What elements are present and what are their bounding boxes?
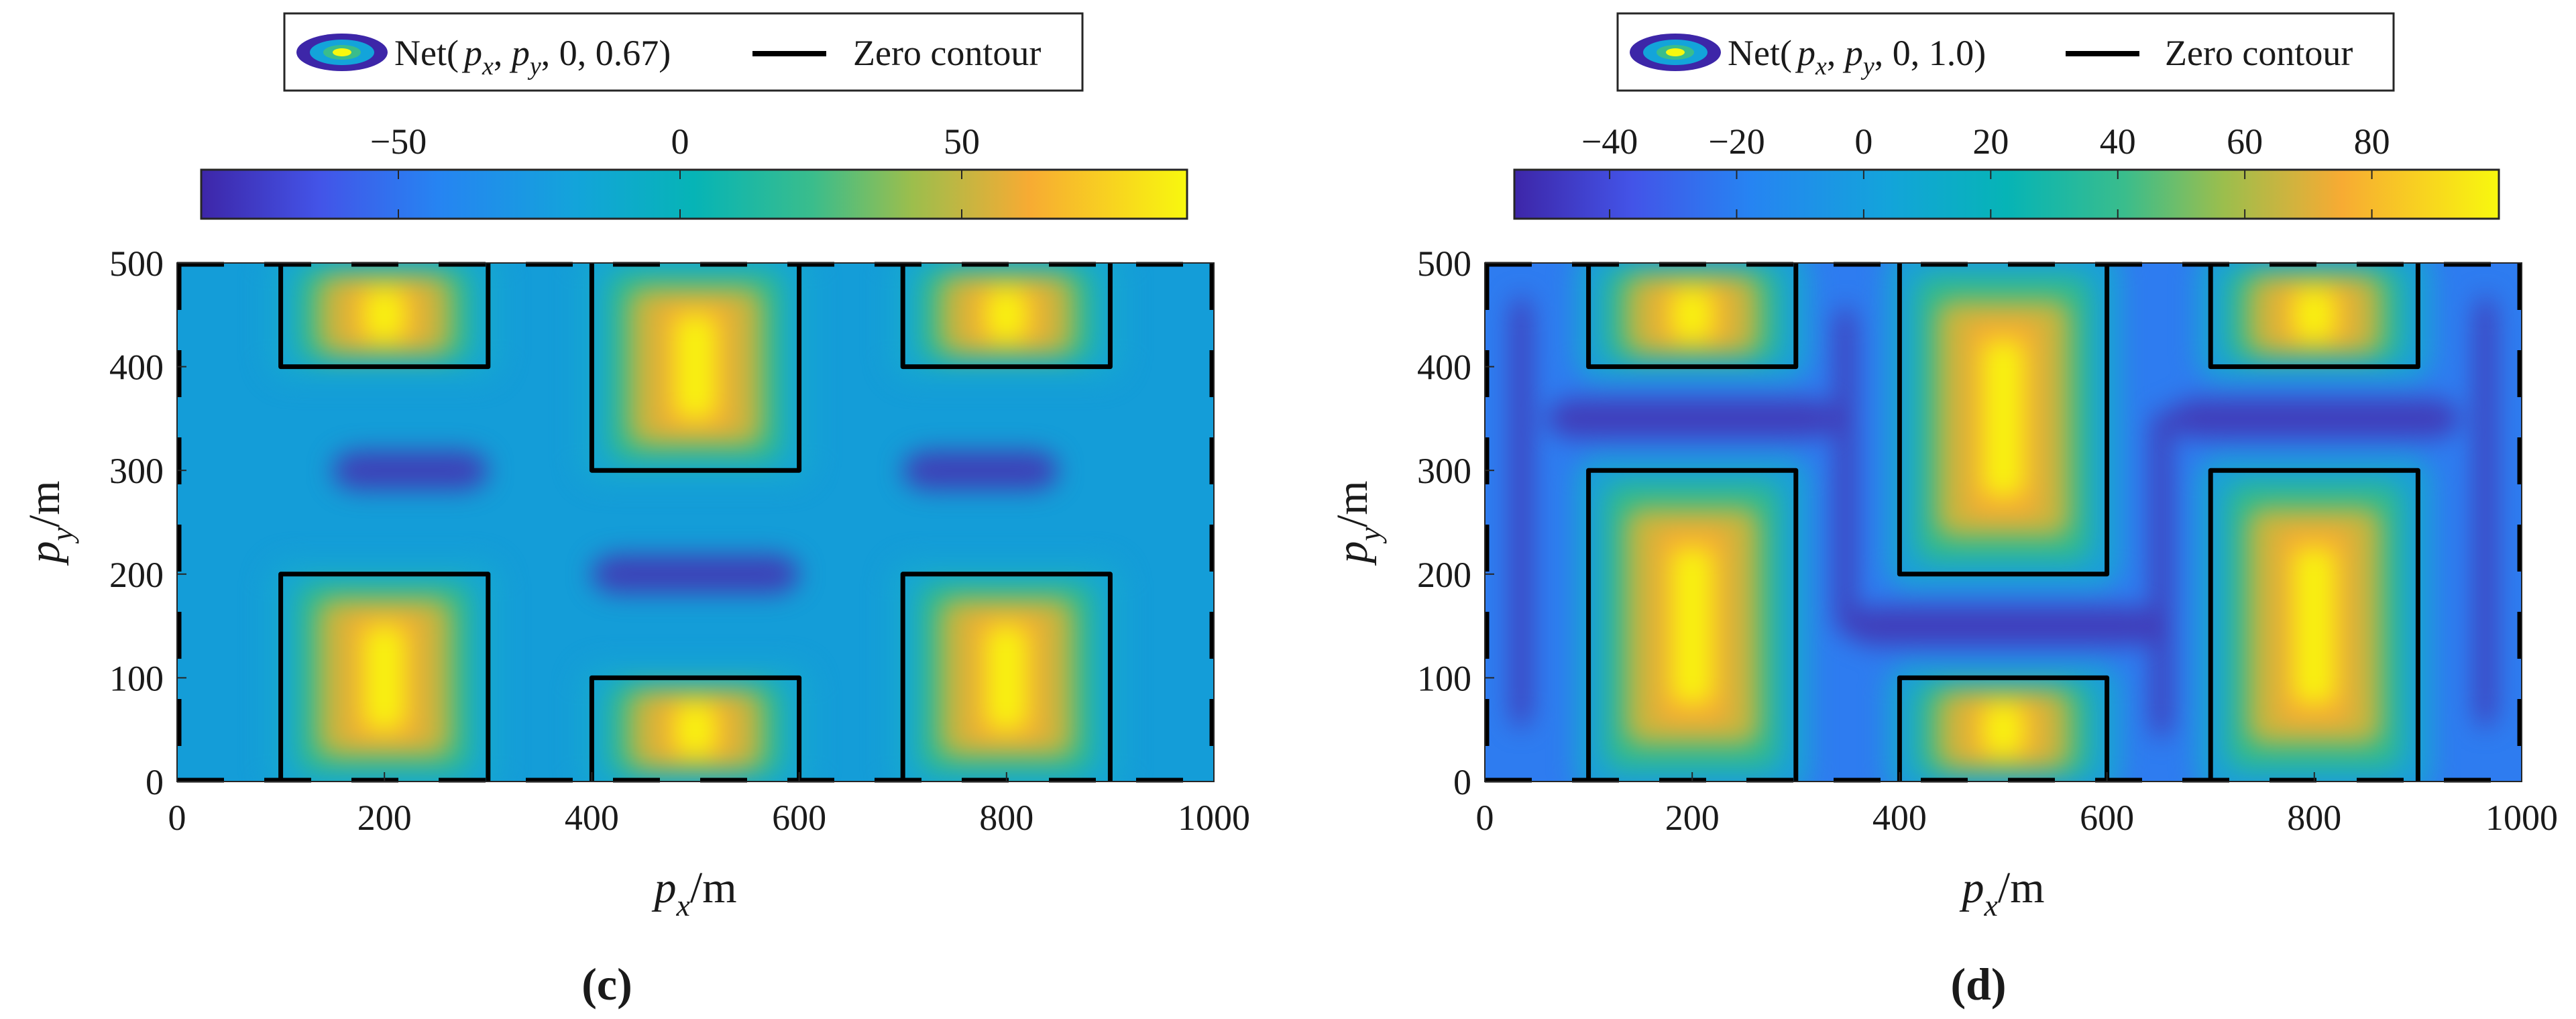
y-tick-label: 400 <box>109 347 164 388</box>
y-tick-label: 100 <box>109 658 164 698</box>
zero-contour <box>278 572 491 782</box>
legend-contour-label: Zero contour <box>2165 33 2353 73</box>
zero-contour <box>1897 675 2110 782</box>
legend-series-label: Net(px, py, 0, 0.67) <box>394 33 671 81</box>
colorbar-tick-label: 80 <box>2354 121 2390 162</box>
y-tick-label: 100 <box>1417 658 1471 698</box>
colorbar-c: −50 0 50 <box>200 121 1188 220</box>
axes-box <box>1484 262 2522 782</box>
heat-peak <box>363 288 406 341</box>
x-tick-label: 400 <box>1872 798 1927 838</box>
y-tick-label: 200 <box>1417 555 1471 595</box>
heat-peak <box>1982 704 2024 756</box>
x-axis-label: px/m <box>651 863 736 922</box>
panel-label-d: (d) <box>1950 959 2006 1010</box>
x-tick-label: 600 <box>2080 798 2134 838</box>
legend-swatch-icon <box>296 34 388 71</box>
colorbar-gradient <box>1513 168 2500 220</box>
x-tick-label: 1000 <box>2485 798 2558 838</box>
heat-peak <box>985 626 1027 730</box>
y-tick-label: 300 <box>1417 451 1471 491</box>
heatmap-area-c: 0 200 400 600 800 1000 0 100 200 300 400 500 <box>109 244 1250 838</box>
heat-trough <box>1848 606 2159 646</box>
colorbar-tick-label: 20 <box>1972 121 2009 162</box>
y-tick-label: 0 <box>146 762 164 802</box>
zero-contour <box>900 263 1113 370</box>
y-tick-label: 400 <box>1417 347 1471 388</box>
x-tick-label: 600 <box>772 798 826 838</box>
x-tick-label: 800 <box>2287 798 2341 838</box>
heat-trough <box>2151 409 2172 739</box>
heat-trough <box>1511 294 1532 729</box>
colorbar-tick-label: −40 <box>1581 121 1638 162</box>
colorbar-d: −40 −20 0 20 40 60 80 <box>1513 121 2500 220</box>
x-tick-label: 400 <box>565 798 619 838</box>
y-tick-label: 0 <box>1453 762 1471 802</box>
y-tick-label: 500 <box>109 244 164 284</box>
heat-peak <box>2293 548 2335 704</box>
y-axis-label: py/m <box>20 480 79 566</box>
y-tick-label: 500 <box>1417 244 1471 284</box>
x-tick-label: 0 <box>1476 798 1494 838</box>
colorbar-tick-label: −50 <box>370 121 427 162</box>
heatmap-area-d: 0 200 400 600 800 1000 0 100 200 300 400 500 <box>1417 244 2558 838</box>
heat-trough <box>1547 398 1838 438</box>
colorbar-tick-label: −20 <box>1708 121 1765 162</box>
heat-peak <box>985 288 1027 341</box>
colorbar-tick-label: 0 <box>671 121 689 162</box>
panel-c: Net(px, py, 0, 0.67) Zero contour −50 0 50… <box>20 12 1250 1010</box>
zero-contour <box>1586 263 1799 370</box>
heat-peak <box>2293 288 2335 341</box>
zero-contour <box>589 675 802 782</box>
heat-peak <box>675 315 716 419</box>
x-tick-label: 800 <box>979 798 1033 838</box>
zero-contour <box>589 263 802 473</box>
legend-series-label: Net(px, py, 0, 1.0) <box>1728 33 1986 81</box>
heat-peak <box>1671 288 1714 341</box>
axes-box <box>176 262 1215 782</box>
zero-contour <box>278 263 491 370</box>
heat-peak <box>1982 340 2024 496</box>
heat-peak <box>675 704 716 756</box>
colorbar-tick-label: 60 <box>2227 121 2263 162</box>
heat-trough <box>2169 398 2460 438</box>
heat-trough <box>1835 305 1856 636</box>
heat-trough <box>903 451 1059 490</box>
heat-peak <box>363 626 406 730</box>
panel-label-c: (c) <box>581 959 632 1010</box>
x-tick-label: 200 <box>357 798 412 838</box>
y-axis-label: py/m <box>1328 480 1387 566</box>
heat-trough <box>332 451 488 490</box>
colorbar-tick-label: 0 <box>1854 121 1872 162</box>
panel-d: Net(px, py, 0, 1.0) Zero contour −40 −20 0… <box>1328 12 2558 1010</box>
y-tick-label: 300 <box>109 451 164 491</box>
colorbar-gradient <box>200 168 1188 220</box>
colorbar-tick-label: 40 <box>2100 121 2136 162</box>
zero-contour <box>2208 468 2420 782</box>
zero-contour <box>2208 263 2420 370</box>
y-tick-label: 200 <box>109 555 164 595</box>
heat-trough <box>2475 294 2496 729</box>
zero-contour <box>900 572 1113 782</box>
x-tick-label: 0 <box>168 798 186 838</box>
legend-contour-label: Zero contour <box>853 33 1041 73</box>
heat-peak <box>1671 548 1714 704</box>
colorbar-tick-label: 50 <box>944 121 980 162</box>
x-tick-label: 1000 <box>1178 798 1250 838</box>
x-tick-label: 200 <box>1665 798 1720 838</box>
legend-c: Net(px, py, 0, 0.67) Zero contour <box>283 12 1084 92</box>
x-axis-label: px/m <box>1959 863 2044 922</box>
zero-contour <box>1897 263 2110 577</box>
legend-swatch-icon <box>1630 34 1721 71</box>
zero-contour <box>1586 468 1799 782</box>
legend-d: Net(px, py, 0, 1.0) Zero contour <box>1616 12 2395 92</box>
heat-trough <box>592 554 799 594</box>
